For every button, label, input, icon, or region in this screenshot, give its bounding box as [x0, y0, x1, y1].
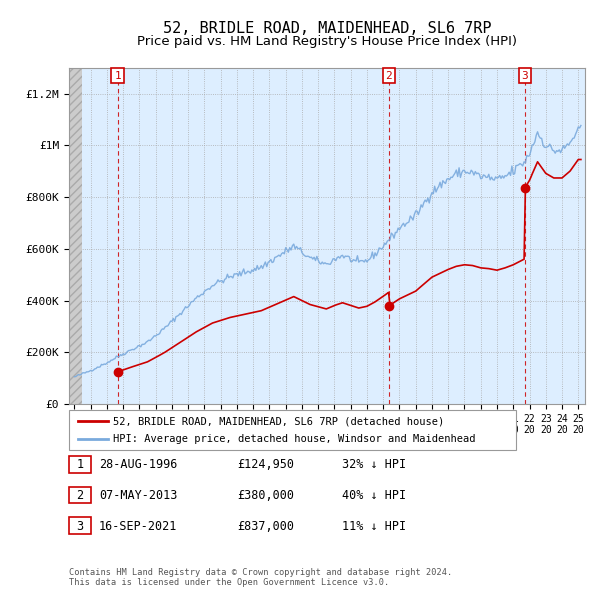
Text: 52, BRIDLE ROAD, MAIDENHEAD, SL6 7RP (detached house): 52, BRIDLE ROAD, MAIDENHEAD, SL6 7RP (de… — [113, 417, 444, 427]
Text: 11% ↓ HPI: 11% ↓ HPI — [342, 520, 406, 533]
Text: 3: 3 — [76, 520, 83, 533]
Text: HPI: Average price, detached house, Windsor and Maidenhead: HPI: Average price, detached house, Wind… — [113, 434, 475, 444]
Text: 1: 1 — [114, 71, 121, 81]
Text: £124,950: £124,950 — [237, 458, 294, 471]
Text: £837,000: £837,000 — [237, 520, 294, 533]
Text: 2: 2 — [76, 489, 83, 502]
Text: Contains HM Land Registry data © Crown copyright and database right 2024.
This d: Contains HM Land Registry data © Crown c… — [69, 568, 452, 587]
Text: 28-AUG-1996: 28-AUG-1996 — [99, 458, 178, 471]
Text: 40% ↓ HPI: 40% ↓ HPI — [342, 489, 406, 502]
Text: 52, BRIDLE ROAD, MAIDENHEAD, SL6 7RP: 52, BRIDLE ROAD, MAIDENHEAD, SL6 7RP — [163, 21, 491, 35]
Text: 07-MAY-2013: 07-MAY-2013 — [99, 489, 178, 502]
Text: 32% ↓ HPI: 32% ↓ HPI — [342, 458, 406, 471]
Bar — [69, 68, 82, 404]
Text: 16-SEP-2021: 16-SEP-2021 — [99, 520, 178, 533]
Text: Price paid vs. HM Land Registry's House Price Index (HPI): Price paid vs. HM Land Registry's House … — [137, 35, 517, 48]
Text: £380,000: £380,000 — [237, 489, 294, 502]
Text: 3: 3 — [521, 71, 528, 81]
Text: 2: 2 — [385, 71, 392, 81]
Text: 1: 1 — [76, 458, 83, 471]
